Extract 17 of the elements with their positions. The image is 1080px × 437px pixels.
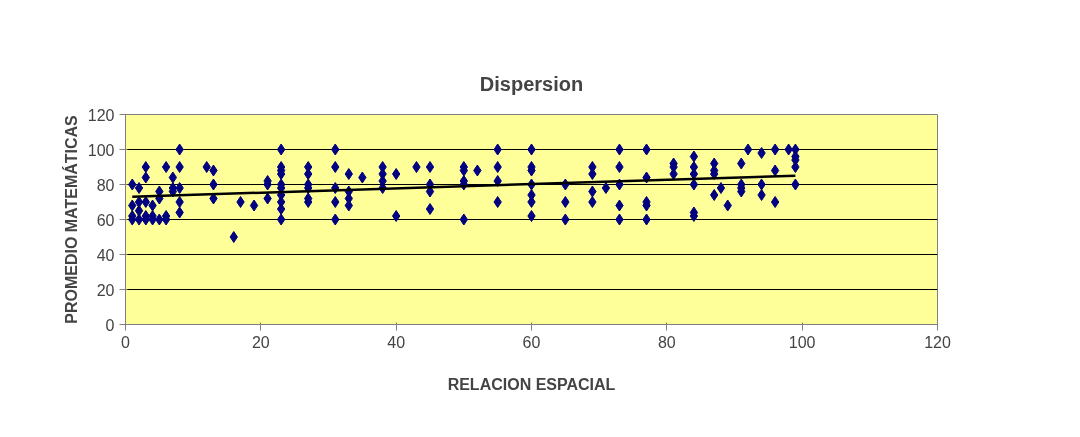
y-tick-label: 20 (96, 281, 115, 299)
y-tick-label: 60 (96, 211, 115, 229)
x-tick-label: 20 (251, 333, 270, 351)
x-axis-title: RELACION ESPACIAL (447, 375, 616, 393)
y-tick-label: 0 (105, 316, 115, 334)
y-tick-label: 120 (87, 106, 115, 124)
x-tick-label: 60 (522, 333, 541, 351)
y-tick-label: 80 (96, 176, 115, 194)
y-tick-label: 100 (87, 141, 115, 159)
x-tick-label: 40 (387, 333, 406, 351)
x-tick-label: 120 (924, 333, 951, 351)
x-tick-label: 80 (657, 333, 676, 351)
y-tick-label: 40 (96, 246, 115, 264)
x-tick-label: 100 (788, 333, 816, 351)
chart-title: Dispersion (479, 72, 584, 95)
y-axis-title: PROMEDIO MATEMÁTICAS (61, 114, 80, 324)
x-tick-label: 0 (121, 333, 131, 351)
